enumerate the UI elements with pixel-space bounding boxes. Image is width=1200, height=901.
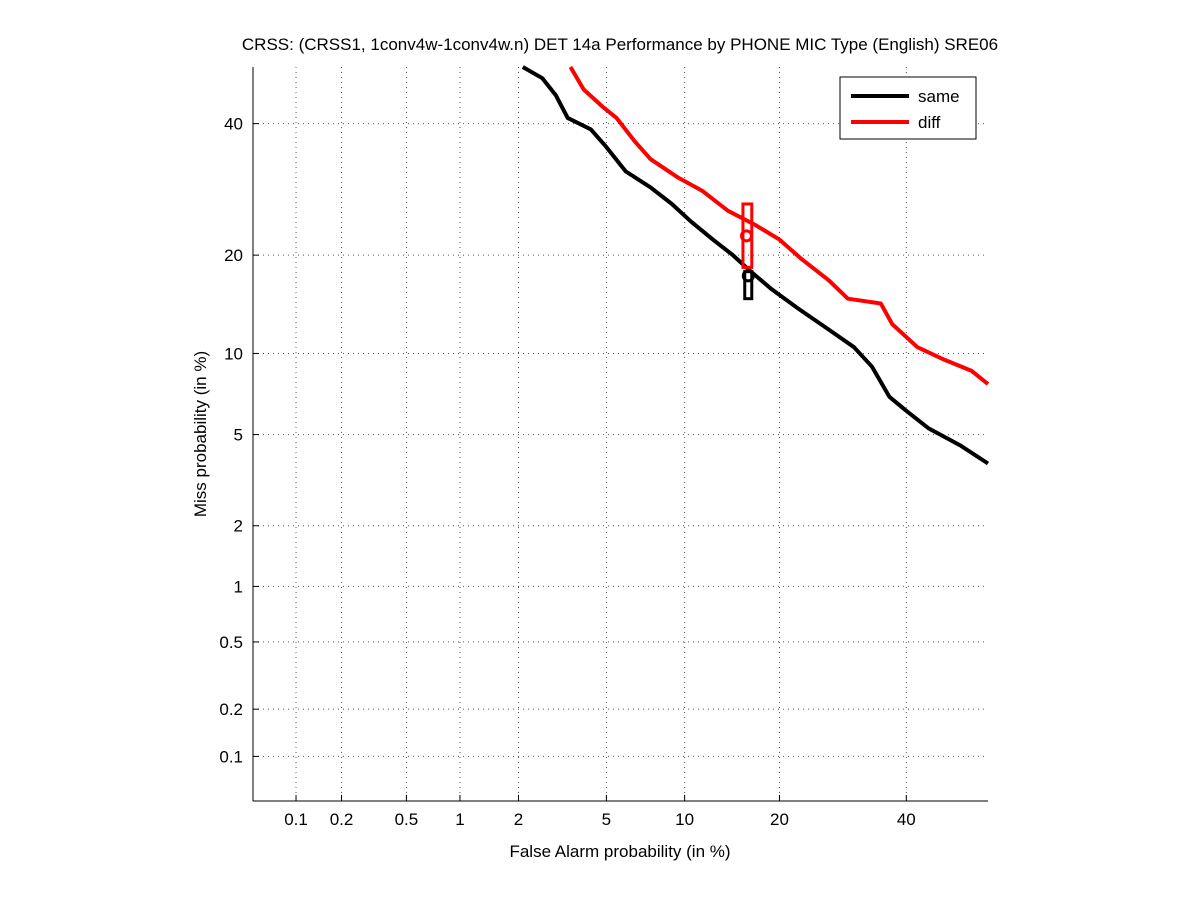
y-tick-label: 1 [234,577,243,596]
y-axis-label: Miss probability (in %) [191,351,210,517]
plot-area: 0.1 0.2 0.5 1 2 5 10 20 40 0.1 0.2 0.5 1 2 5 10 20 40 [219,65,990,829]
y-tick-label: 2 [234,517,243,536]
x-tick-label: 5 [602,810,611,829]
x-tick-label: 1 [455,810,464,829]
y-tick-label: 10 [224,344,243,363]
x-tick-label: 0.2 [330,810,354,829]
x-axis-ticks: 0.1 0.2 0.5 1 2 5 10 20 40 [284,795,916,829]
y-tick-label: 40 [224,115,243,134]
y-tick-label: 20 [224,246,243,265]
operating-point-diff [740,229,754,243]
chart-title: CRSS: (CRSS1, 1conv4w-1conv4w.n) DET 14a… [242,35,998,54]
y-tick-label: 5 [234,426,243,445]
y-axis-ticks: 0.1 0.2 0.5 1 2 5 10 20 40 [219,115,259,766]
x-tick-label: 20 [770,810,789,829]
series-layer [521,65,990,466]
x-tick-label: 0.1 [284,810,308,829]
y-tick-label: 0.5 [219,633,243,652]
legend-label-diff: diff [918,113,941,132]
x-tick-label: 2 [514,810,523,829]
x-tick-label: 40 [897,810,916,829]
axes-box [253,67,988,801]
y-tick-label: 0.2 [219,700,243,719]
x-tick-label: 10 [675,810,694,829]
legend-label-same: same [918,87,960,106]
legend: same diff [839,76,977,140]
series-line-same [521,65,990,466]
x-axis-label: False Alarm probability (in %) [509,842,730,861]
series-line-diff [568,65,990,386]
y-tick-label: 0.1 [219,747,243,766]
operating-point-same [741,269,755,283]
x-tick-label: 0.5 [395,810,419,829]
legend-box [839,76,977,140]
